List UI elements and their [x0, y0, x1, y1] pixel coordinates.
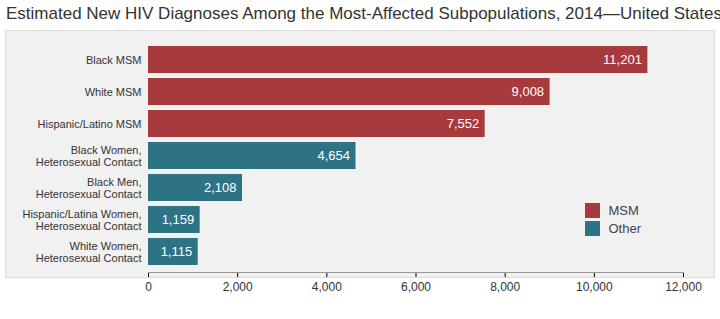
svg-text:White Women,Heterosexual Conta: White Women,Heterosexual Contact	[36, 240, 142, 265]
svg-text:2,000: 2,000	[223, 280, 253, 294]
html-text:Other: Other	[608, 221, 641, 236]
svg-text:Hispanic/Latina Women,Heterose: Hispanic/Latina Women,Heterosexual Conta…	[22, 208, 141, 233]
svg-text:Black Women,Heterosexual Conta: Black Women,Heterosexual Contact	[36, 144, 142, 169]
svg-text:White MSM: White MSM	[85, 86, 142, 98]
svg-text:11,201: 11,201	[603, 52, 642, 67]
html-text:MSM: MSM	[608, 203, 639, 218]
svg-text:Black Men,Heterosexual Contact: Black Men,Heterosexual Contact	[36, 176, 142, 201]
svg-text:4,000: 4,000	[312, 280, 342, 294]
svg-text:1,115: 1,115	[161, 244, 193, 259]
svg-text:9,008: 9,008	[512, 84, 545, 99]
svg-text:0: 0	[145, 280, 152, 294]
svg-text:4,654: 4,654	[317, 148, 350, 163]
svg-text:8,000: 8,000	[490, 280, 520, 294]
svg-text:2,108: 2,108	[204, 180, 237, 195]
svg-text:Hispanic/Latino MSM: Hispanic/Latino MSM	[38, 118, 142, 130]
svg-text:10,000: 10,000	[576, 280, 613, 294]
svg-text:7,552: 7,552	[447, 116, 480, 131]
svg-text:6,000: 6,000	[401, 280, 431, 294]
svg-text:1,159: 1,159	[162, 212, 195, 227]
svg-text:12,000: 12,000	[665, 280, 702, 294]
svg-text:Black MSM: Black MSM	[86, 54, 142, 66]
